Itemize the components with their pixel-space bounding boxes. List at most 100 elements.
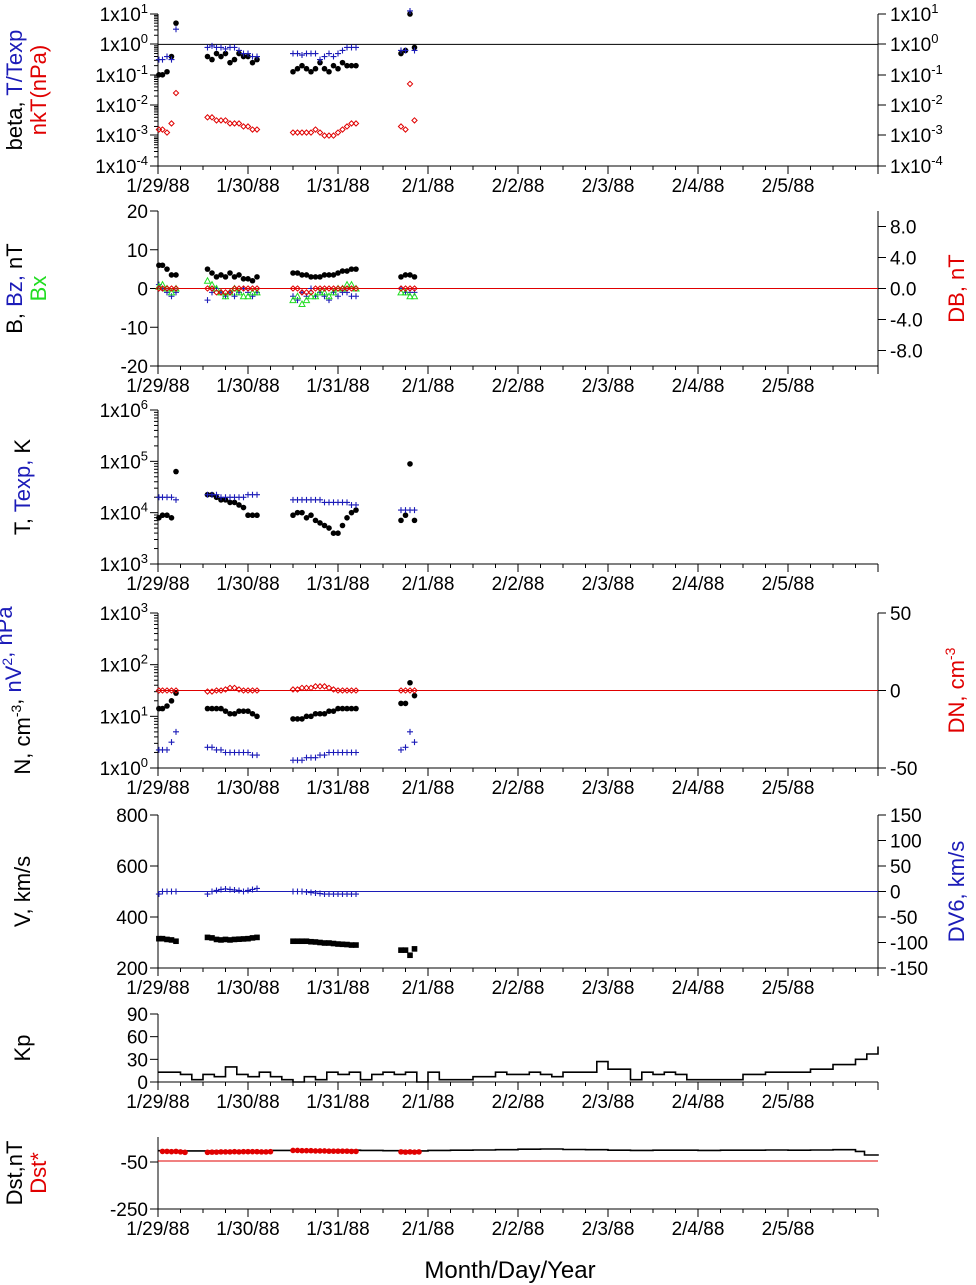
data-point bbox=[236, 887, 242, 894]
y-tick-label-right: 100 bbox=[890, 832, 922, 853]
data-point bbox=[245, 887, 251, 894]
data-point bbox=[236, 1149, 242, 1155]
data-point bbox=[254, 491, 260, 498]
series-0 bbox=[156, 11, 418, 78]
x-tick-label: 2/3/88 bbox=[582, 1092, 635, 1113]
data-point bbox=[222, 117, 229, 124]
data-point bbox=[353, 749, 359, 756]
data-point bbox=[303, 289, 310, 296]
data-point bbox=[339, 1148, 346, 1154]
x-tick-label: 2/5/88 bbox=[762, 574, 815, 595]
data-point bbox=[308, 512, 314, 519]
data-point bbox=[330, 132, 337, 139]
data-point bbox=[339, 941, 346, 948]
data-point bbox=[407, 461, 413, 467]
y-tick-label: 1x10-4 bbox=[95, 153, 148, 178]
data-point bbox=[245, 749, 251, 756]
y-tick-label: -20 bbox=[121, 357, 148, 378]
y-axis-title-right: DN, cm-3 bbox=[942, 647, 969, 733]
y-axis-title: V, km/s bbox=[10, 856, 35, 927]
x-tick-label: 2/4/88 bbox=[672, 1092, 725, 1113]
data-point bbox=[411, 274, 418, 280]
data-point bbox=[407, 11, 413, 17]
data-point bbox=[335, 270, 341, 276]
y-axis-title: N, cm-3, nV2, nPa bbox=[0, 606, 35, 775]
data-point bbox=[227, 710, 233, 717]
data-point bbox=[344, 941, 350, 948]
data-point bbox=[254, 713, 260, 720]
panel-temperature: 1/29/88 1/30/88 1/31/88 2/1/88 2/2/88 2/3/88 2… bbox=[10, 397, 879, 595]
data-point bbox=[302, 296, 311, 304]
data-point bbox=[325, 285, 333, 292]
y-tick-label: 1x105 bbox=[100, 448, 148, 473]
data-point bbox=[303, 129, 310, 136]
data-point bbox=[411, 739, 418, 746]
x-tick-label: 2/3/88 bbox=[582, 1219, 635, 1240]
data-point bbox=[253, 288, 261, 296]
data-point bbox=[312, 274, 319, 280]
data-point bbox=[172, 687, 180, 694]
x-tick-label: 1/29/88 bbox=[126, 1219, 189, 1240]
y-tick-label-right: -100 bbox=[890, 934, 928, 955]
data-point bbox=[334, 285, 342, 292]
data-point bbox=[231, 44, 238, 51]
data-point bbox=[159, 1148, 166, 1155]
data-point bbox=[227, 59, 233, 66]
data-point bbox=[226, 120, 234, 127]
data-point bbox=[227, 937, 233, 943]
data-point bbox=[402, 947, 409, 953]
series-1 bbox=[155, 728, 418, 764]
data-point bbox=[347, 280, 356, 288]
data-point bbox=[308, 274, 314, 280]
data-point bbox=[253, 687, 261, 694]
data-point bbox=[326, 272, 332, 278]
y-tick-label: 1x103 bbox=[100, 551, 148, 576]
y-tick-label: 1x101 bbox=[100, 703, 148, 728]
y-tick-label: 1x10-2 bbox=[95, 92, 148, 117]
data-point bbox=[326, 1148, 332, 1154]
data-point bbox=[329, 288, 338, 296]
data-point bbox=[240, 504, 247, 511]
series-2 bbox=[155, 276, 419, 307]
data-point bbox=[236, 50, 242, 57]
data-point bbox=[398, 700, 404, 707]
data-point bbox=[213, 887, 220, 894]
y-tick-label-right: 50 bbox=[890, 604, 911, 625]
x-tick-label: 2/3/88 bbox=[582, 574, 635, 595]
x-tick-label: 1/30/88 bbox=[216, 176, 279, 197]
x-tick-label: 1/30/88 bbox=[216, 574, 279, 595]
data-point bbox=[299, 62, 305, 69]
data-point bbox=[294, 938, 301, 945]
data-point bbox=[164, 746, 170, 753]
data-point bbox=[204, 53, 211, 60]
data-point bbox=[398, 517, 404, 524]
data-point bbox=[213, 50, 220, 57]
data-point bbox=[330, 1148, 337, 1154]
y-tick-label: 30 bbox=[127, 1050, 148, 1071]
data-point bbox=[325, 132, 333, 139]
data-point bbox=[321, 683, 328, 690]
data-point bbox=[231, 56, 238, 63]
data-point bbox=[254, 56, 260, 63]
data-point bbox=[402, 512, 409, 519]
data-point bbox=[222, 50, 229, 57]
data-point bbox=[353, 1148, 359, 1155]
y-tick-label: 0 bbox=[137, 1073, 148, 1094]
data-point bbox=[303, 65, 310, 72]
data-point bbox=[344, 62, 350, 69]
data-point bbox=[173, 468, 179, 475]
data-point bbox=[303, 272, 310, 278]
x-tick-label: 2/5/88 bbox=[762, 376, 815, 397]
data-point bbox=[209, 705, 215, 712]
data-point bbox=[320, 288, 329, 296]
data-point bbox=[249, 1148, 256, 1155]
x-tick-label: 2/5/88 bbox=[762, 1092, 815, 1113]
panel-dst: 1/29/88 1/30/88 1/31/88 2/1/88 2/2/88 2/3/88 2… bbox=[2, 1137, 879, 1240]
data-point bbox=[406, 285, 414, 292]
data-point bbox=[164, 266, 170, 272]
data-point bbox=[407, 952, 413, 959]
x-tick-label: 2/2/88 bbox=[492, 574, 545, 595]
data-point bbox=[254, 752, 260, 759]
y-axis-title-right: DV6, km/s bbox=[944, 841, 969, 942]
data-point bbox=[348, 509, 355, 516]
